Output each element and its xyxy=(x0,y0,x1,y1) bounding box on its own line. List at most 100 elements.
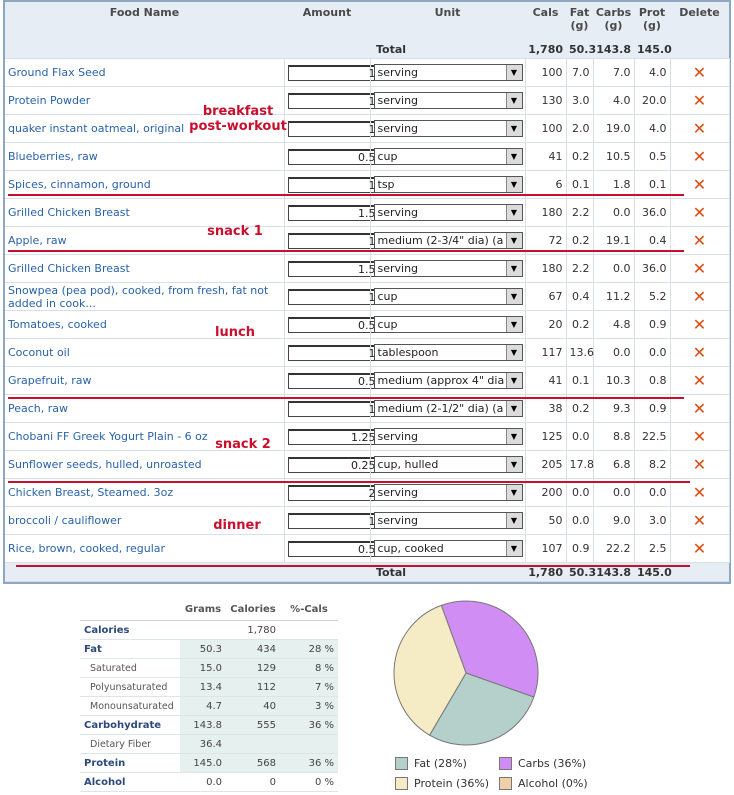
delete-icon[interactable]: ✕ xyxy=(670,366,730,395)
food-row: Rice, brown, cooked, regular 0.5 cup, cook… xyxy=(5,534,730,563)
food-name-link[interactable]: Ground Flax Seed xyxy=(5,58,285,87)
delete-icon[interactable]: ✕ xyxy=(670,394,730,423)
unit-select[interactable]: medium (2-3/4" dia) (a ▼ xyxy=(373,232,523,249)
food-name-link[interactable]: Grapefruit, raw xyxy=(5,366,285,395)
food-row: quaker instant oatmeal, original 1 serving… xyxy=(5,114,730,143)
amount-input[interactable]: 1 xyxy=(287,512,380,529)
dropdown-arrow-icon[interactable]: ▼ xyxy=(505,513,522,528)
dropdown-arrow-icon[interactable]: ▼ xyxy=(505,233,522,248)
food-name-link[interactable]: Chobani FF Greek Yogurt Plain - 6 oz xyxy=(5,422,285,451)
dropdown-arrow-icon[interactable]: ▼ xyxy=(505,373,522,388)
dropdown-arrow-icon[interactable]: ▼ xyxy=(505,289,522,304)
delete-icon[interactable]: ✕ xyxy=(670,422,730,451)
amount-input[interactable]: 1 xyxy=(287,92,380,109)
delete-icon[interactable]: ✕ xyxy=(670,86,730,115)
amount-input[interactable]: 2 xyxy=(287,484,380,501)
dropdown-arrow-icon[interactable]: ▼ xyxy=(505,457,522,472)
dropdown-arrow-icon[interactable]: ▼ xyxy=(505,345,522,360)
amount-input[interactable]: 0.5 xyxy=(287,540,380,557)
unit-select[interactable]: cup ▼ xyxy=(373,316,523,333)
amount-input[interactable]: 1 xyxy=(287,64,380,81)
food-name-link[interactable]: broccoli / cauliflower xyxy=(5,506,285,535)
delete-icon[interactable]: ✕ xyxy=(670,142,730,171)
unit-select[interactable]: serving ▼ xyxy=(373,92,523,109)
dropdown-arrow-icon[interactable]: ▼ xyxy=(505,429,522,444)
unit-select[interactable]: medium (2-1/2" dia) (a ▼ xyxy=(373,400,523,417)
amount-input[interactable]: 1 xyxy=(287,120,380,137)
amount-input[interactable]: 1 xyxy=(287,232,380,249)
food-name-link[interactable]: Snowpea (pea pod), cooked, from fresh, f… xyxy=(5,282,285,311)
dropdown-arrow-icon[interactable]: ▼ xyxy=(505,121,522,136)
amount-input[interactable]: 1.25 xyxy=(287,428,380,445)
unit-select[interactable]: cup, cooked ▼ xyxy=(373,540,523,557)
delete-icon[interactable]: ✕ xyxy=(670,282,730,311)
prot-cell: 0.9 xyxy=(634,310,671,339)
prot-cell: 2.5 xyxy=(634,534,671,563)
total-carbs: 143.8 xyxy=(593,40,634,59)
unit-select[interactable]: tablespoon ▼ xyxy=(373,344,523,361)
dropdown-arrow-icon[interactable]: ▼ xyxy=(505,485,522,500)
unit-select[interactable]: medium (approx 4" dia ▼ xyxy=(373,372,523,389)
amount-input[interactable]: 0.5 xyxy=(287,148,380,165)
delete-icon[interactable]: ✕ xyxy=(670,450,730,479)
amount-input[interactable]: 0.5 xyxy=(287,372,380,389)
prot-cell: 22.5 xyxy=(634,422,671,451)
food-name-link[interactable]: quaker instant oatmeal, original xyxy=(5,114,285,143)
dropdown-arrow-icon[interactable]: ▼ xyxy=(505,317,522,332)
unit-select[interactable]: serving ▼ xyxy=(373,260,523,277)
food-log-table: Food Name Amount Unit Cals Fat (g) Carbs… xyxy=(3,0,731,584)
unit-select[interactable]: serving ▼ xyxy=(373,484,523,501)
dropdown-arrow-icon[interactable]: ▼ xyxy=(505,177,522,192)
food-name-link[interactable]: Protein Powder xyxy=(5,86,285,115)
delete-icon[interactable]: ✕ xyxy=(670,114,730,143)
delete-icon[interactable]: ✕ xyxy=(670,198,730,227)
unit-select[interactable]: cup, hulled ▼ xyxy=(373,456,523,473)
delete-icon[interactable]: ✕ xyxy=(670,534,730,563)
dropdown-arrow-icon[interactable]: ▼ xyxy=(505,205,522,220)
unit-select[interactable]: serving ▼ xyxy=(373,120,523,137)
dropdown-arrow-icon[interactable]: ▼ xyxy=(505,93,522,108)
food-name-link[interactable]: Tomatoes, cooked xyxy=(5,310,285,339)
food-name-link[interactable]: Blueberries, raw xyxy=(5,142,285,171)
food-name-link[interactable]: Rice, brown, cooked, regular xyxy=(5,534,285,563)
unit-select[interactable]: cup ▼ xyxy=(373,288,523,305)
amount-input[interactable]: 0.25 xyxy=(287,456,380,473)
delete-icon[interactable]: ✕ xyxy=(670,58,730,87)
delete-icon[interactable]: ✕ xyxy=(670,506,730,535)
food-name-link[interactable]: Coconut oil xyxy=(5,338,285,367)
dropdown-arrow-icon[interactable]: ▼ xyxy=(505,541,522,556)
delete-icon[interactable]: ✕ xyxy=(670,478,730,507)
food-name-link[interactable]: Peach, raw xyxy=(5,394,285,423)
unit-select[interactable]: tsp ▼ xyxy=(373,176,523,193)
delete-icon[interactable]: ✕ xyxy=(670,170,730,199)
unit-select[interactable]: serving ▼ xyxy=(373,64,523,81)
unit-select[interactable]: serving ▼ xyxy=(373,428,523,445)
unit-select[interactable]: serving ▼ xyxy=(373,512,523,529)
amount-cell: 1 xyxy=(284,338,380,367)
food-name-link[interactable]: Sunflower seeds, hulled, unroasted xyxy=(5,450,285,479)
food-name-link[interactable]: Grilled Chicken Breast xyxy=(5,254,285,283)
amount-input[interactable]: 1 xyxy=(287,344,380,361)
dropdown-arrow-icon[interactable]: ▼ xyxy=(505,401,522,416)
amount-input[interactable]: 0.5 xyxy=(287,316,380,333)
amount-input[interactable]: 1 xyxy=(287,288,380,305)
delete-icon[interactable]: ✕ xyxy=(670,338,730,367)
dropdown-arrow-icon[interactable]: ▼ xyxy=(505,261,522,276)
amount-input[interactable]: 1.5 xyxy=(287,204,380,221)
unit-select[interactable]: serving ▼ xyxy=(373,204,523,221)
prot-cell: 20.0 xyxy=(634,86,671,115)
amount-input[interactable]: 1 xyxy=(287,400,380,417)
dropdown-arrow-icon[interactable]: ▼ xyxy=(505,149,522,164)
amount-input[interactable]: 1 xyxy=(287,176,380,193)
delete-icon[interactable]: ✕ xyxy=(670,310,730,339)
food-row: broccoli / cauliflower 1 serving ▼ 50 0.0 9.0 3… xyxy=(5,506,730,535)
unit-select-value: serving xyxy=(377,486,419,499)
delete-icon[interactable]: ✕ xyxy=(670,254,730,283)
food-name-link[interactable]: Grilled Chicken Breast xyxy=(5,198,285,227)
prot-cell: 36.0 xyxy=(634,198,671,227)
carbs-cell: 4.0 xyxy=(593,86,635,115)
dropdown-arrow-icon[interactable]: ▼ xyxy=(505,65,522,80)
unit-select[interactable]: cup ▼ xyxy=(373,148,523,165)
amount-input[interactable]: 1.5 xyxy=(287,260,380,277)
food-name-link[interactable]: Chicken Breast, Steamed. 3oz xyxy=(5,478,285,507)
